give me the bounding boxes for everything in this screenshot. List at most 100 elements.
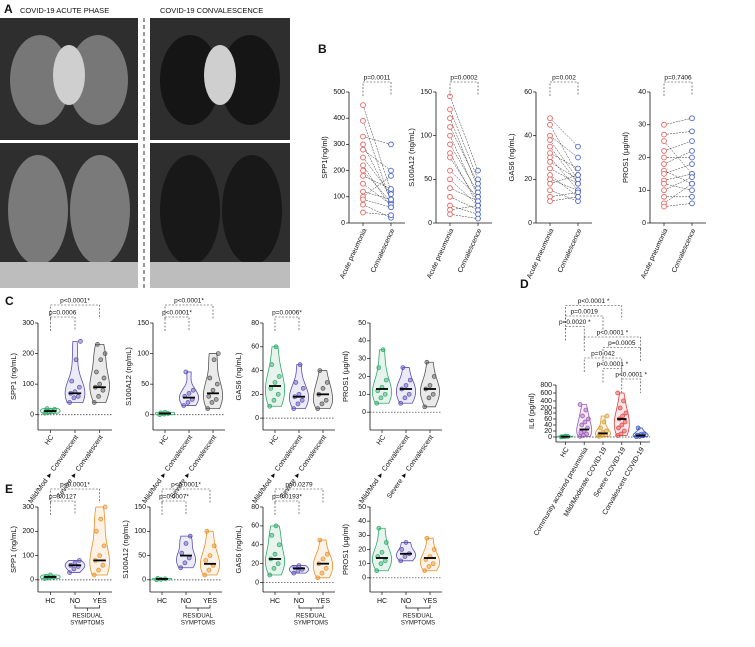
point [376, 525, 382, 531]
point [67, 400, 72, 405]
point [601, 419, 607, 425]
point [424, 359, 430, 365]
point [689, 187, 695, 194]
pair-line [362, 191, 392, 200]
pair-line [449, 96, 479, 171]
point [388, 186, 394, 192]
point [383, 377, 389, 383]
point [547, 165, 553, 172]
p-value: p=0.0006 [49, 310, 77, 317]
point [388, 167, 394, 174]
significance-bracket [161, 500, 187, 515]
x-tick-label: HC [376, 434, 388, 446]
abdomen [150, 262, 290, 288]
y-tick-label: 20 [358, 546, 366, 553]
point [661, 180, 667, 187]
group-label: RESIDUAL [403, 614, 434, 620]
point [276, 542, 282, 548]
group-bracket [185, 605, 211, 611]
group-label: RESIDUAL [72, 614, 103, 620]
y-tick-label: 50 [358, 320, 366, 327]
significance-bracket [362, 81, 392, 96]
violin [395, 542, 417, 562]
group-label: SYMPTOMS [401, 621, 435, 627]
lung [160, 35, 220, 125]
point [447, 93, 453, 100]
y-tick-label: 100 [22, 552, 34, 559]
point [91, 400, 97, 405]
y-tick-label: 0 [428, 220, 432, 227]
point [94, 528, 99, 534]
point [426, 564, 432, 569]
point [689, 154, 695, 161]
point [402, 395, 408, 401]
point [204, 528, 210, 534]
point [447, 185, 453, 191]
point [689, 193, 695, 200]
point [447, 176, 453, 183]
p-value: p=0.0193* [272, 494, 302, 501]
y-tick-label: 0 [145, 412, 149, 419]
point [100, 387, 106, 393]
point [315, 406, 321, 411]
point [447, 106, 453, 113]
y-axis-label: PROS1 (µg/ml) [341, 351, 350, 402]
p-value: p<0.0001* [171, 482, 201, 489]
x-tick-label: YES [203, 598, 217, 605]
point [376, 365, 382, 370]
x-tick-label: Severe ► Convalescent [56, 434, 105, 500]
point [102, 351, 108, 356]
point [214, 381, 220, 387]
point [360, 154, 366, 161]
significance-bracket [274, 488, 324, 503]
pair-line [663, 183, 693, 204]
point [179, 550, 185, 556]
y-axis-label: GAS6 (ng/mL) [234, 352, 243, 400]
point [617, 405, 623, 411]
point [360, 117, 366, 124]
point [582, 419, 588, 425]
x-tick-label: YES [423, 598, 437, 605]
point [183, 369, 189, 375]
point [661, 187, 667, 194]
pair-line [663, 140, 693, 152]
point [661, 171, 667, 177]
pair-line [449, 135, 479, 197]
point [422, 404, 428, 410]
x-tick-label: Acute pneumonia [339, 228, 368, 280]
pair-line [449, 214, 479, 219]
point [689, 180, 695, 187]
y-tick-label: 200 [540, 405, 552, 412]
point [76, 384, 82, 390]
y-axis-label: IL6 (pg/ml) [527, 393, 536, 429]
point [203, 558, 209, 563]
point [73, 357, 79, 363]
point [269, 532, 275, 538]
y-tick-label: 50 [358, 504, 366, 511]
pair-line [362, 175, 392, 190]
y-axis-label: GAS6 (ng/mL) [507, 133, 516, 181]
y-tick-label: 0 [255, 415, 259, 422]
point [635, 425, 641, 431]
violin [395, 367, 417, 404]
point [661, 154, 667, 161]
significance-bracket [602, 347, 641, 362]
point [547, 143, 553, 150]
pair-line [449, 196, 479, 211]
pair-line [362, 136, 392, 145]
point [447, 141, 453, 148]
pair-line [362, 204, 392, 218]
significance-bracket [50, 500, 76, 515]
point [209, 400, 215, 405]
significance-bracket [164, 304, 214, 319]
pair-line [362, 199, 392, 208]
point [360, 209, 366, 216]
point [575, 165, 581, 172]
y-tick-label: 150 [420, 89, 432, 96]
point [71, 566, 77, 572]
point [689, 128, 695, 135]
point [207, 375, 213, 381]
pair-line [362, 157, 392, 195]
point [661, 161, 667, 167]
x-tick-label: HC [377, 598, 387, 605]
